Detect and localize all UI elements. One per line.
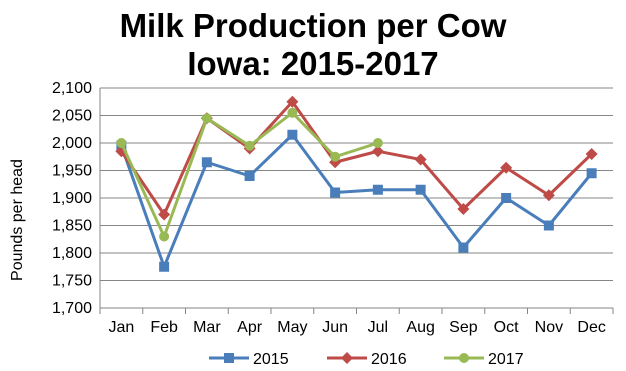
series-line-2015: [119, 133, 593, 269]
x-tick-label: Jan: [108, 319, 134, 336]
x-tick-label: Feb: [150, 319, 178, 336]
legend-label: 2015: [253, 351, 289, 368]
data-point-2017: [372, 138, 383, 148]
data-point-2015: [415, 184, 426, 195]
data-point-2016: [286, 95, 299, 108]
legend-label: 2017: [488, 351, 524, 368]
y-tick-label: 1,850: [52, 218, 92, 235]
data-point-2015: [372, 184, 383, 195]
series-2016: [115, 95, 598, 221]
x-tick-label: Oct: [494, 319, 519, 336]
series-lines: [115, 95, 598, 272]
x-tick-label: Dec: [577, 319, 605, 336]
legend-marker: [224, 353, 234, 363]
data-point-2017: [116, 138, 127, 148]
series-2017: [116, 107, 383, 242]
data-point-2015: [244, 171, 255, 181]
legend-marker: [459, 353, 469, 363]
x-tick-label: Mar: [193, 319, 221, 336]
y-tick-label: 1,950: [52, 163, 92, 180]
y-axis-label: Pounds per head: [9, 159, 26, 281]
legend-entry-2017: 2017: [444, 351, 524, 368]
x-tick-label: Sep: [449, 319, 478, 336]
data-point-2016: [500, 161, 513, 174]
legend: 2015 2016 2017: [209, 351, 524, 368]
x-tick-label: Nov: [535, 319, 563, 336]
legend-label: 2016: [371, 351, 407, 368]
axes: [99, 88, 614, 314]
data-point-2015: [287, 129, 298, 140]
x-tick-label: Jun: [322, 319, 348, 336]
data-point-2015: [201, 157, 212, 168]
data-point-2016: [371, 145, 384, 158]
gridlines: [100, 87, 613, 309]
data-point-2017: [287, 107, 298, 118]
legend-entry-2015: 2015: [209, 351, 289, 368]
y-tick-label: 2,100: [52, 80, 92, 97]
data-point-2015: [501, 193, 512, 203]
data-point-2015: [458, 242, 469, 253]
data-point-2017: [201, 113, 212, 124]
data-point-2017: [159, 231, 170, 242]
y-tick-label: 1,800: [52, 245, 92, 262]
data-point-2016: [457, 203, 470, 215]
data-point-2016: [414, 153, 427, 166]
y-tick-label: 1,750: [52, 273, 92, 290]
data-point-2015: [543, 220, 554, 231]
chart-subtitle: Iowa: 2015-2017: [187, 45, 439, 82]
legend-entry-2016: 2016: [327, 351, 407, 368]
y-tick-label: 1,900: [52, 190, 92, 207]
y-tick-label: 2,000: [52, 135, 92, 152]
data-point-2015: [159, 261, 170, 272]
x-tick-label: Apr: [237, 319, 263, 336]
data-point-2016: [158, 208, 171, 221]
data-point-2016: [585, 148, 598, 160]
data-point-2016: [542, 189, 555, 202]
data-point-2017: [244, 140, 255, 151]
legend-marker: [341, 352, 353, 364]
y-tick-label: 2,050: [52, 108, 92, 125]
chart-title: Milk Production per Cow: [119, 7, 507, 44]
x-tick-label: Aug: [406, 319, 434, 336]
data-point-2015: [586, 168, 597, 179]
x-tick-label: Jul: [368, 319, 388, 336]
tick-labels: 1,700 1,750 1,800 1,850 1,900 1,950 2,000 2,050…: [52, 80, 606, 336]
data-point-2015: [330, 187, 341, 198]
y-tick-label: 1,700: [52, 300, 92, 317]
x-tick-label: May: [277, 319, 307, 336]
data-point-2017: [330, 151, 341, 162]
